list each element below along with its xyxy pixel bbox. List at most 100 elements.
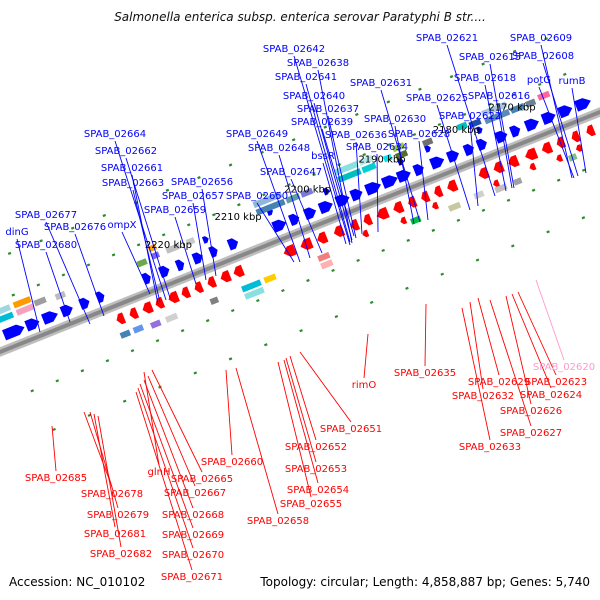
gene-label-glnh[interactable]: glnH [148,467,171,478]
forward-gene-arrow [288,213,300,226]
leader-line-spab-02616 [498,102,515,189]
gene-label-spab-02620[interactable]: SPAB_02620 [533,362,595,373]
annotation-block [119,329,132,339]
gene-label-spab-02647[interactable]: SPAB_02647 [260,167,322,178]
gene-label-spab-02628[interactable]: SPAB_02628 [388,129,450,140]
gene-label-spab-02631[interactable]: SPAB_02631 [350,78,412,89]
leader-line-spab-02655 [277,361,312,498]
tick-2190-kbp: 2190 kbp [358,155,405,166]
gene-label-spab-02625[interactable]: SPAB_02625 [406,93,468,104]
gene-label-spab-02649[interactable]: SPAB_02649 [226,129,288,140]
skew-dot-forward [237,203,241,207]
leader-line-spab-02640 [313,102,353,241]
gene-label-spab-02650[interactable]: SPAB_02650 [226,191,288,202]
gene-label-spab-02678[interactable]: SPAB_02678 [81,489,143,500]
gene-label-spab-02648[interactable]: SPAB_02648 [248,143,310,154]
reverse-gene-marker [400,216,408,225]
reverse-gene-arrow [155,296,166,309]
gene-label-spab-02671[interactable]: SPAB_02671 [161,572,223,583]
gene-label-rumb[interactable]: rumB [558,76,585,87]
gene-label-spab-02670[interactable]: SPAB_02670 [162,550,224,561]
gene-label-spab-02608[interactable]: SPAB_02608 [512,51,574,62]
gene-label-spab-02665[interactable]: SPAB_02665 [171,474,233,485]
gene-label-spab-02658[interactable]: SPAB_02658 [247,516,309,527]
forward-gene-arrow [574,98,591,112]
skew-dot-reverse [180,329,185,333]
gc-dot-forward [7,251,12,255]
gene-label-spab-02662[interactable]: SPAB_02662 [95,146,157,157]
leader-line-spab-02648 [278,154,311,259]
gc-dot-forward [512,49,517,53]
gene-label-rimo[interactable]: rimO [352,380,377,391]
gene-labels: SPAB_02642 SPAB_02638 SPAB_02641 SPAB_02640… [5,33,595,583]
gene-label-spab-02651[interactable]: SPAB_02651 [320,424,382,435]
gene-label-spab-02622[interactable]: SPAB_02622 [439,111,501,122]
gene-label-spab-02624[interactable]: SPAB_02624 [520,390,582,401]
gene-label-spab-02653[interactable]: SPAB_02653 [285,464,347,475]
gene-label-spab-02655[interactable]: SPAB_02655 [280,499,342,510]
gene-label-spab-02680[interactable]: SPAB_02680 [15,240,77,251]
reverse-gene-marker [576,144,583,152]
annotation-block [255,198,286,216]
reverse-gene-arrow [350,218,361,231]
gene-label-spab-02621[interactable]: SPAB_02621 [416,33,478,44]
gene-label-spab-02630[interactable]: SPAB_02630 [364,114,426,125]
gene-label-potg[interactable]: potG [527,75,551,86]
gene-label-spab-02640[interactable]: SPAB_02640 [283,91,345,102]
gene-label-spab-02657[interactable]: SPAB_02657 [162,191,224,202]
gene-label-spab-02685[interactable]: SPAB_02685 [25,473,87,484]
gene-label-spab-02616[interactable]: SPAB_02616 [468,91,530,102]
gene-label-spab-02681[interactable]: SPAB_02681 [84,529,146,540]
gene-label-ding[interactable]: dinG [5,227,28,238]
annotation-block [0,304,12,315]
gene-label-spab-02632[interactable]: SPAB_02632 [452,391,514,402]
gene-label-spab-02663[interactable]: SPAB_02663 [102,178,164,189]
gene-label-spab-02634[interactable]: SPAB_02634 [346,142,408,153]
gene-label-spab-02654[interactable]: SPAB_02654 [287,485,349,496]
gene-label-spab-02626[interactable]: SPAB_02626 [500,406,562,417]
gene-label-spab-02682[interactable]: SPAB_02682 [90,549,152,560]
gene-label-spab-02660[interactable]: SPAB_02660 [201,457,263,468]
gene-label-spab-02609[interactable]: SPAB_02609 [510,33,572,44]
reverse-gene-arrow [508,154,520,168]
reverse-gene-arrow [233,264,245,278]
gene-label-spab-02638[interactable]: SPAB_02638 [287,58,349,69]
gene-label-spab-02668[interactable]: SPAB_02668 [162,510,224,521]
annotation-block [241,279,262,293]
gene-label-spab-02629[interactable]: SPAB_02629 [468,377,530,388]
annotation-block [494,183,508,194]
gene-label-spab-02669[interactable]: SPAB_02669 [162,530,224,541]
gene-label-spab-02615[interactable]: SPAB_02615 [459,52,521,63]
gene-label-spab-02637[interactable]: SPAB_02637 [297,104,359,115]
forward-gene-arrow [78,297,90,310]
gene-label-spab-02633[interactable]: SPAB_02633 [459,442,521,453]
gene-label-spab-02623[interactable]: SPAB_02623 [525,377,587,388]
gene-label-spab-02677[interactable]: SPAB_02677 [15,210,77,221]
annotation-block [54,290,67,301]
gene-label-spab-02627[interactable]: SPAB_02627 [500,428,562,439]
gene-label-spab-02639[interactable]: SPAB_02639 [291,117,353,128]
gene-label-spab-02656[interactable]: SPAB_02656 [171,177,233,188]
gene-label-spab-02642[interactable]: SPAB_02642 [263,44,325,55]
reverse-gene-arrow [525,147,539,161]
gene-label-spab-02641[interactable]: SPAB_02641 [275,72,337,83]
gene-label-spab-02659[interactable]: SPAB_02659 [144,205,206,216]
gc-dot-forward [70,226,75,230]
annotation-block [150,319,162,329]
gene-label-spab-02652[interactable]: SPAB_02652 [285,442,347,453]
annotation-block [15,303,35,316]
reverse-gene-arrow [300,237,314,250]
gene-label-spab-02676[interactable]: SPAB_02676 [44,222,106,233]
gene-label-spab-02661[interactable]: SPAB_02661 [101,163,163,174]
gene-label-spab-02635[interactable]: SPAB_02635 [394,368,456,379]
gene-label-spab-02636[interactable]: SPAB_02636 [325,130,387,141]
gene-label-ompx[interactable]: ompX [107,220,136,231]
gene-label-spab-02679[interactable]: SPAB_02679 [87,510,149,521]
reverse-gene-marker [432,201,439,210]
gene-label-spab-02664[interactable]: SPAB_02664 [84,129,146,140]
gene-label-bssr[interactable]: bssR [311,151,335,162]
annotation-block [317,251,331,262]
gene-label-spab-02618[interactable]: SPAB_02618 [454,73,516,84]
tick-2220-kbp: 2220 kbp [145,240,192,251]
gene-label-spab-02667[interactable]: SPAB_02667 [164,488,226,499]
